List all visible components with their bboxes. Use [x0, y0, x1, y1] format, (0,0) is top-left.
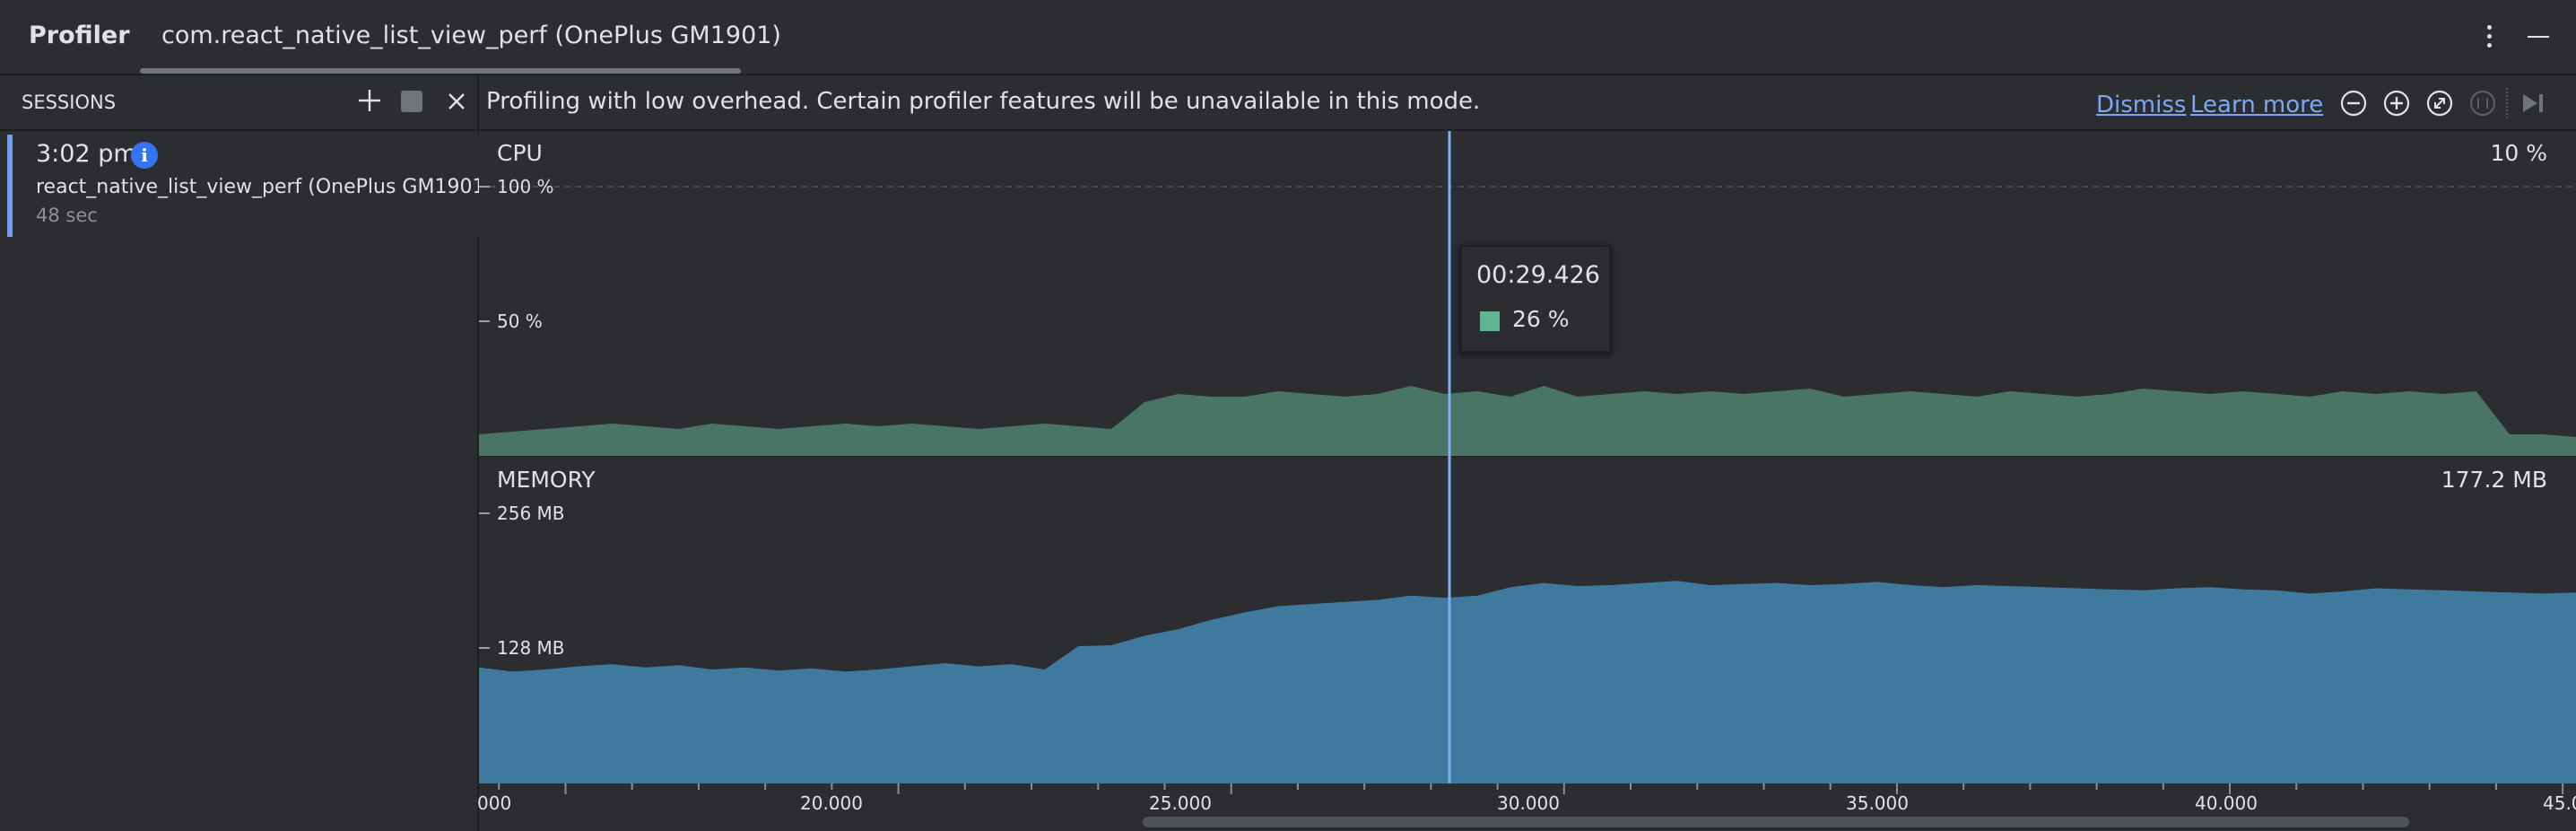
- timeline-label-45: 45.0: [2543, 792, 2576, 814]
- sessions-header: SESSIONS: [0, 75, 477, 131]
- cpu-y-label-100: 100 %: [497, 176, 554, 197]
- tab-selection-indicator: [140, 68, 741, 74]
- timeline-label-25: 25.000: [1149, 792, 1212, 814]
- timeline-label-40: 40.000: [2195, 792, 2258, 814]
- go-to-live-icon: [2523, 94, 2543, 112]
- session-time: 3:02 pm: [36, 140, 137, 168]
- session-item[interactable]: 3:02 pm i react_native_list_view_perf (O…: [7, 135, 492, 237]
- zoom-in-icon[interactable]: [2381, 88, 2412, 118]
- session-name: react_native_list_view_perf (OnePlus GM1…: [36, 176, 493, 198]
- cpu-current-value: 10 %: [2490, 140, 2547, 166]
- tool-window-title: Profiler: [29, 22, 130, 49]
- low-overhead-banner: Profiling with low overhead. Certain pro…: [479, 75, 2576, 131]
- memory-y-label-256: 256 MB: [497, 503, 565, 524]
- tooltip-cpu-value: 26 %: [1512, 306, 1570, 332]
- memory-title: MEMORY: [497, 467, 596, 493]
- reset-zoom-icon[interactable]: [2424, 88, 2455, 118]
- timeline-label-15: 000: [477, 792, 512, 814]
- toolbar-separator: [2506, 88, 2510, 118]
- cpu-title: CPU: [497, 140, 543, 166]
- timeline-label-20: 20.000: [800, 792, 863, 814]
- banner-message: Profiling with low overhead. Certain pro…: [486, 88, 1481, 115]
- memory-usage-area: [479, 581, 2576, 783]
- cpu-y-label-50: 50 %: [497, 311, 543, 332]
- info-icon[interactable]: i: [131, 142, 158, 169]
- memory-current-value: 177.2 MB: [2441, 467, 2547, 493]
- memory-y-label-128: 128 MB: [497, 637, 565, 659]
- dismiss-link[interactable]: Dismiss: [2096, 92, 2187, 118]
- sessions-label: SESSIONS: [22, 92, 117, 113]
- sessions-panel: SESSIONS 3:02 pm i react_native_list_vie…: [0, 75, 492, 831]
- timeline-ticks: [498, 783, 2564, 794]
- close-icon[interactable]: [443, 88, 470, 115]
- stop-session-icon[interactable]: [400, 90, 423, 113]
- add-session-icon[interactable]: [355, 86, 384, 115]
- profiler-top-bar: Profiler com.react_native_list_view_perf…: [0, 0, 2576, 75]
- frame-selection-icon: [2469, 90, 2496, 117]
- monitor-charts[interactable]: CPU 10 % 100 % 50 % MEMORY 177.2 MB 256 …: [479, 131, 2576, 783]
- process-tab-label: com.react_native_list_view_perf (OnePlus…: [161, 22, 781, 49]
- charts-svg[interactable]: [479, 131, 2576, 783]
- cursor-tooltip: 00:29.426 26 %: [1460, 245, 1611, 353]
- timeline-label-30: 30.000: [1497, 792, 1560, 814]
- timeline-scrollbar[interactable]: [1143, 817, 2409, 827]
- minimize-icon[interactable]: [2520, 18, 2556, 54]
- more-options-icon[interactable]: [2476, 18, 2502, 54]
- tooltip-time: 00:29.426: [1476, 261, 1600, 289]
- cpu-legend-swatch: [1480, 311, 1500, 331]
- cpu-usage-area: [479, 386, 2576, 456]
- session-duration: 48 sec: [36, 205, 98, 226]
- timeline-label-35: 35.000: [1846, 792, 1909, 814]
- zoom-out-icon[interactable]: [2338, 88, 2369, 118]
- learn-more-link[interactable]: Learn more: [2190, 92, 2324, 118]
